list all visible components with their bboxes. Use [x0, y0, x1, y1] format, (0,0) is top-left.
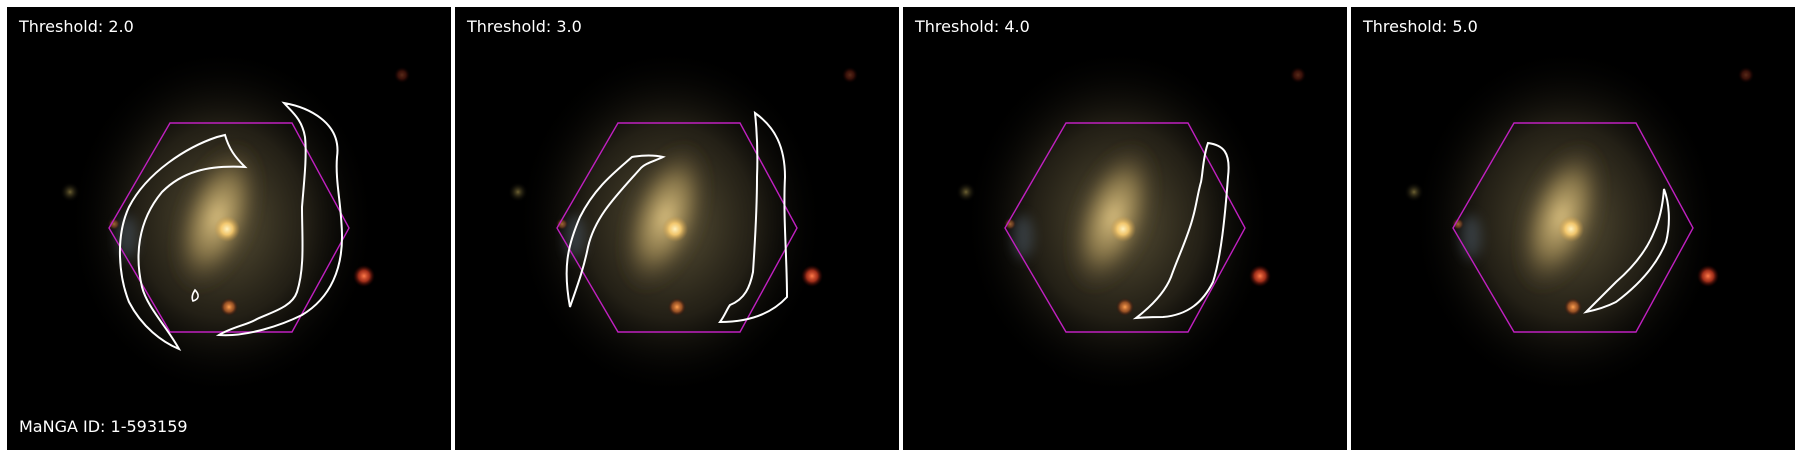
galaxy-bar: [170, 140, 264, 294]
galaxy-image: [455, 7, 899, 450]
small-star: [1452, 218, 1464, 230]
ifu-hexagon: [556, 122, 798, 333]
small-star: [1004, 218, 1016, 230]
faint-star: [508, 182, 528, 202]
faint-star: [956, 182, 976, 202]
threshold-label: Threshold: 5.0: [1363, 17, 1478, 36]
ifu-hexagon: [1452, 122, 1694, 333]
galaxy-image: [7, 7, 451, 450]
galaxy-core: [662, 216, 688, 242]
small-star: [556, 218, 568, 230]
contour-arm-left: [118, 133, 248, 352]
foreground-star: [220, 298, 238, 316]
threshold-label: Threshold: 3.0: [467, 17, 582, 36]
spiral-knot: [1461, 215, 1481, 259]
manga-id-label: MaNGA ID: 1-593159: [19, 417, 188, 436]
galaxy-bar: [618, 140, 712, 294]
small-star: [108, 218, 120, 230]
galaxy-core: [1110, 216, 1136, 242]
ifu-hexagon: [108, 122, 350, 333]
foreground-star: [1564, 298, 1582, 316]
red-star: [353, 265, 375, 287]
galaxy-image: [1351, 7, 1795, 450]
contour-arm-right: [718, 110, 789, 324]
galaxy-core: [214, 216, 240, 242]
red-star: [801, 265, 823, 287]
threshold-2-panel: Threshold: 2.0 MaNGA ID: 1-593159: [7, 7, 451, 450]
red-star: [1697, 265, 1719, 287]
galaxy-bar: [1514, 140, 1608, 294]
faint-red-star: [842, 67, 858, 83]
galaxy-core: [1558, 216, 1584, 242]
threshold-label: Threshold: 4.0: [915, 17, 1030, 36]
contour-arm-right: [1582, 188, 1670, 314]
threshold-5-panel: Threshold: 5.0: [1351, 7, 1795, 450]
foreground-star: [1116, 298, 1134, 316]
threshold-label: Threshold: 2.0: [19, 17, 134, 36]
faint-star: [1404, 182, 1424, 202]
faint-red-star: [1290, 67, 1306, 83]
faint-red-star: [1738, 67, 1754, 83]
contour-fragment: [191, 288, 199, 302]
threshold-4-panel: Threshold: 4.0: [903, 7, 1347, 450]
red-star: [1249, 265, 1271, 287]
contour-arm-right: [215, 101, 344, 337]
galaxy-image: [903, 7, 1347, 450]
spiral-knot: [1013, 215, 1033, 259]
faint-star: [60, 182, 80, 202]
contour-arm-left: [565, 154, 666, 308]
ifu-hexagon: [1004, 122, 1246, 333]
threshold-3-panel: Threshold: 3.0: [455, 7, 899, 450]
galaxy-bar: [1066, 140, 1160, 294]
contour-arm-right: [1132, 141, 1230, 320]
faint-red-star: [394, 67, 410, 83]
foreground-star: [668, 298, 686, 316]
